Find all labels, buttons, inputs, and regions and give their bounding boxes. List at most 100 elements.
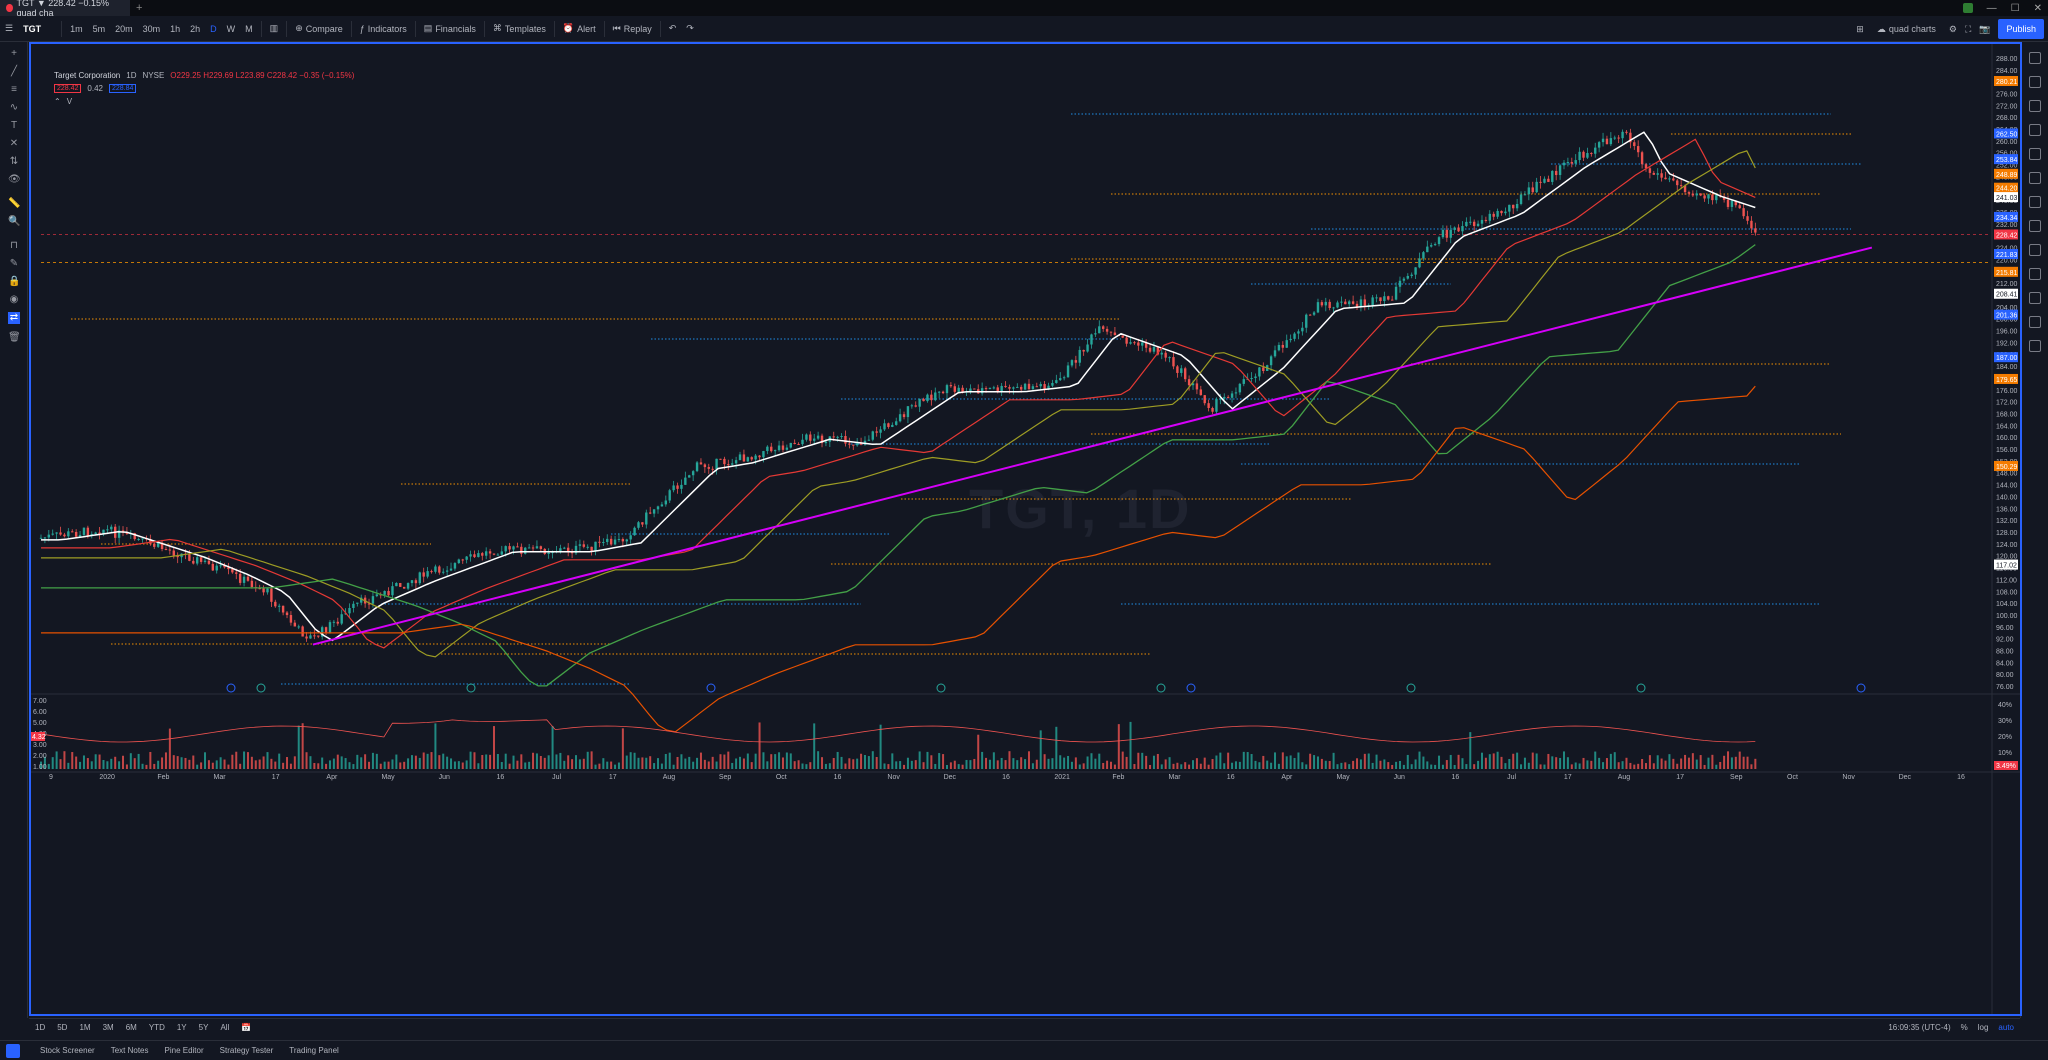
clock[interactable]: 16:09:35 (UTC-4) [1888,1023,1951,1032]
tab-trading-panel[interactable]: Trading Panel [289,1046,339,1055]
indicators-button[interactable]: ƒ Indicators [355,24,412,34]
streams-icon[interactable] [2029,196,2041,208]
candle-body [1262,367,1265,371]
crosshair-icon[interactable]: + [11,48,17,59]
lock-icon[interactable]: 🔒 [8,276,21,287]
volume-bar [1680,758,1683,769]
fullscreen-icon[interactable]: ⛶ [1964,23,1972,34]
new-tab-button[interactable]: + [136,2,143,14]
buy-price-box[interactable]: 228.84 [109,84,137,93]
interval-30m[interactable]: 30m [142,23,161,34]
candle-body [438,566,441,573]
magnet-icon[interactable]: ⊓ [10,240,18,251]
trendline-tool-icon[interactable]: ╱ [10,66,18,77]
ideas-icon[interactable] [2029,172,2041,184]
stay-drawing-icon[interactable]: ✎ [9,258,19,269]
volume-bar [1031,763,1034,769]
maximize-icon[interactable]: ☐ [2010,2,2020,14]
candle-body [539,546,543,549]
financials-button[interactable]: ▤ Financials [419,23,481,34]
candle-body [1293,333,1296,339]
screener-icon[interactable] [2029,340,2041,352]
alerts-icon[interactable] [2029,76,2041,88]
minimize-icon[interactable]: — [1986,2,1997,14]
dom-icon[interactable] [2029,292,2041,304]
brush-icon[interactable]: ∿ [9,102,19,113]
chart-canvas[interactable]: 288.00284.00280.00276.00272.00268.00264.… [31,44,2020,1014]
candle-body [840,436,843,438]
range-5y[interactable]: 5Y [198,1023,209,1032]
compare-button[interactable]: ⊕ Compare [290,23,348,34]
layout-name-button[interactable]: ☁ quad charts [1872,24,1941,35]
volume-bar [1238,761,1241,769]
ruler-icon[interactable]: 📏 [8,198,21,209]
volume-bar [660,763,663,769]
interval-m[interactable]: M [245,23,253,34]
notifications-icon[interactable] [2029,244,2041,256]
tab-text-notes[interactable]: Text Notes [110,1046,149,1055]
tab-strategy-tester[interactable]: Strategy Tester [219,1046,274,1055]
menu-icon[interactable]: ☰ [5,23,14,33]
extension-icon[interactable] [1962,3,1973,13]
replay-button[interactable]: ⏮ Replay [608,23,657,34]
data-window-icon[interactable] [2029,100,2041,112]
chats-icon[interactable] [2029,220,2041,232]
text-tool-icon[interactable]: T [10,120,18,131]
price-tag-box [1994,76,2018,87]
candle-body [652,509,656,514]
range-all[interactable]: All [220,1023,230,1032]
browser-tab[interactable]: TGT ▼ 228.42 −0.15% quad cha [0,0,130,18]
tab-stock-screener[interactable]: Stock Screener [40,1046,95,1055]
horizontal-lines-icon[interactable]: ≡ [11,84,17,95]
range-3m[interactable]: 3M [102,1023,114,1032]
log-toggle[interactable]: log [1977,1023,1989,1032]
interval-w[interactable]: W [226,23,236,34]
prediction-tool-icon[interactable]: ⇅ [9,156,19,167]
collapse-chevron-icon[interactable]: ⌃ [54,97,61,106]
undo-button[interactable]: ↶ [664,23,682,34]
sell-price-box[interactable]: 228.42 [54,84,82,93]
templates-button[interactable]: ⌘ Templates [488,23,551,34]
range-1d[interactable]: 1D [35,1023,46,1032]
interval-5m[interactable]: 5m [92,23,106,34]
layout-grid-icon[interactable]: ⊞ [1856,23,1864,34]
percent-toggle[interactable]: % [1960,1023,1968,1032]
symbol-name[interactable]: Target Corporation [54,71,121,80]
chart-pane[interactable]: TGT, 1D 288.00284.00280.00276.00272.0026… [29,42,2022,1016]
watchlist-icon[interactable] [2029,52,2041,64]
interval-20m[interactable]: 20m [115,23,133,34]
range-6m[interactable]: 6M [125,1023,137,1032]
calendar-icon[interactable] [2029,148,2041,160]
camera-icon[interactable]: 📷 [1979,23,1991,34]
volume-bar [1594,751,1597,769]
goto-date-icon[interactable]: 📅 [241,1023,252,1032]
interval-1h[interactable]: 1h [170,23,181,34]
sync-drawings-icon[interactable]: ⇄ [8,312,20,324]
hotlists-icon[interactable] [2029,124,2041,136]
settings-gear-icon[interactable]: ⚙ [1948,23,1957,34]
interval-d[interactable]: D [210,23,217,34]
order-panel-icon[interactable] [2029,268,2041,280]
tab-pine-editor[interactable]: Pine Editor [164,1046,204,1055]
publish-button[interactable]: Publish [1998,19,2044,39]
interval-1m[interactable]: 1m [70,23,83,34]
volume-indicator-label[interactable]: V [66,97,73,106]
zoom-in-icon[interactable]: 🔍 [8,216,21,227]
interval-2h[interactable]: 2h [190,23,201,34]
hide-icon[interactable]: ◉ [9,294,19,305]
auto-scale-toggle[interactable]: auto [1998,1023,2014,1032]
tradingview-logo-icon[interactable] [6,1044,20,1058]
range-ytd[interactable]: YTD [148,1023,165,1032]
pattern-tool-icon[interactable]: ✕ [9,138,19,149]
symbol-search[interactable]: TGT [23,23,42,34]
close-icon[interactable]: ✕ [2033,2,2042,14]
chart-type-button[interactable]: ▥ [265,23,284,34]
eye-icon[interactable]: 👁 [8,174,21,185]
alert-button[interactable]: ⏰ Alert [558,23,601,34]
redo-button[interactable]: ↷ [681,23,699,34]
range-5d[interactable]: 5D [57,1023,68,1032]
range-1y[interactable]: 1Y [176,1023,187,1032]
trash-icon[interactable]: 🗑 [8,332,21,343]
object-tree-icon[interactable] [2029,316,2041,328]
range-1m[interactable]: 1M [79,1023,91,1032]
